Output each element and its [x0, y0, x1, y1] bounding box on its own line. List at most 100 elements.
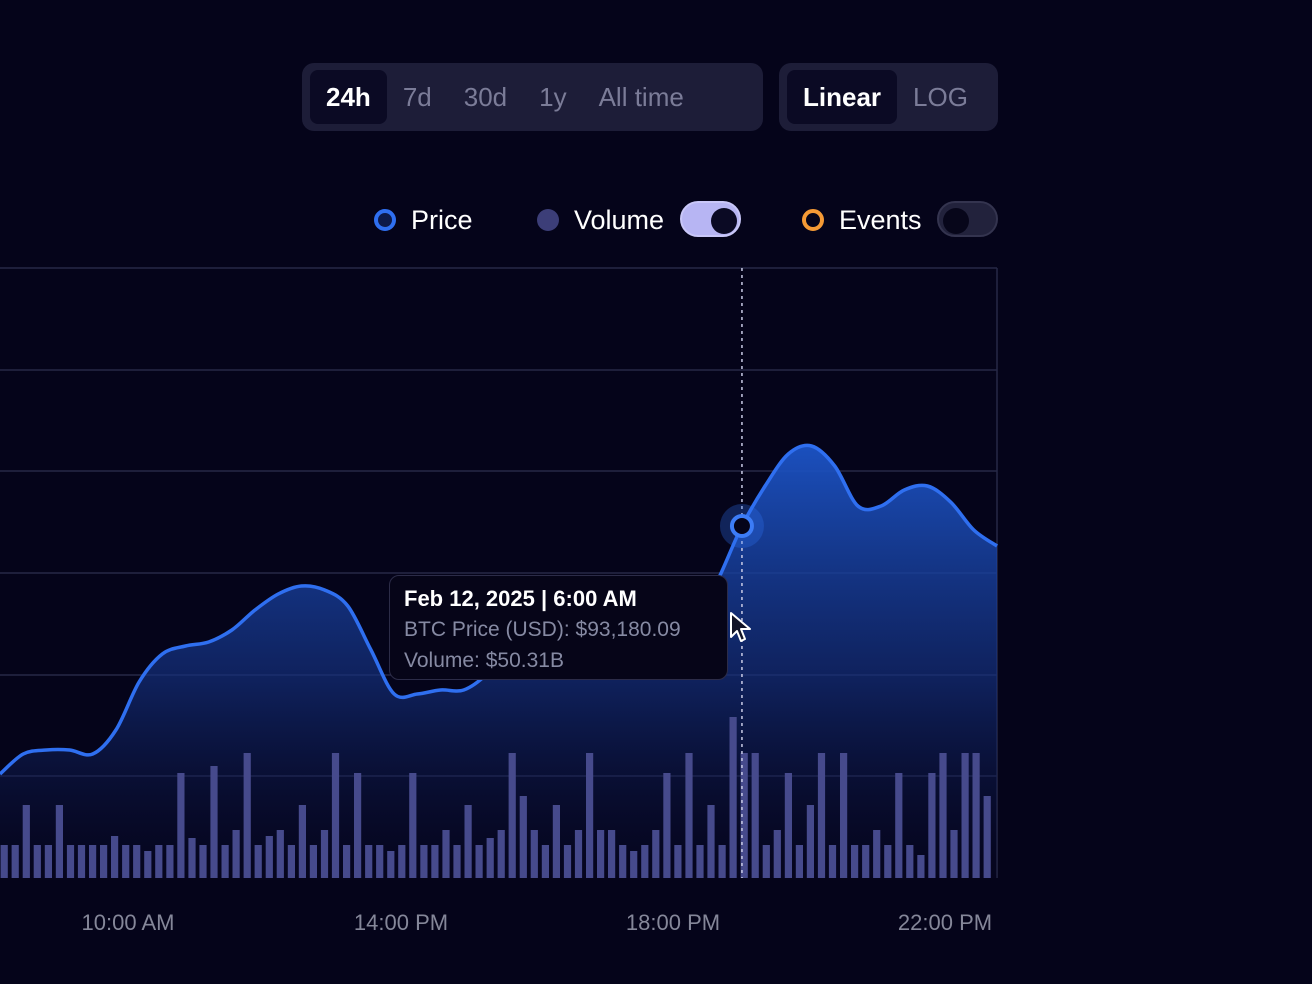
scale-option-log[interactable]: LOG [913, 81, 968, 112]
volume-bar [89, 845, 97, 878]
events-dot-icon [802, 209, 824, 231]
tooltip-price-row: BTC Price (USD): $93,180.09 [404, 614, 727, 645]
tooltip-volume-row: Volume: $50.31B [404, 645, 727, 676]
volume-bar [718, 845, 726, 878]
volume-bar [376, 845, 384, 878]
legend-events-label: Events [839, 204, 922, 235]
volume-bar [729, 717, 737, 878]
volume-bar [972, 753, 980, 878]
legend-item-volume[interactable]: Volume [537, 196, 664, 244]
volume-dot-icon [537, 209, 559, 231]
volume-bar [939, 753, 947, 878]
x-tick-label: 18:00 PM [625, 910, 721, 935]
volume-bar [420, 845, 428, 878]
x-tick-label: 22:00 PM [897, 910, 993, 935]
volume-bar [287, 845, 295, 878]
timeframe-option-1y[interactable]: 1y [539, 81, 567, 112]
volume-bar [917, 855, 925, 878]
volume-bar [0, 845, 8, 878]
volume-bar [475, 845, 483, 878]
volume-bar [641, 845, 649, 878]
volume-bar [762, 845, 770, 878]
volume-bar [851, 845, 859, 878]
scale-selector: Linear LOG [779, 63, 998, 131]
volume-bar [398, 845, 406, 878]
volume-bar [243, 753, 251, 878]
timeframe-option-24h[interactable]: 24h [310, 70, 387, 124]
volume-bar [828, 845, 837, 878]
volume-bar [795, 845, 803, 878]
volume-toggle[interactable] [680, 201, 741, 237]
volume-bar [155, 845, 163, 878]
timeframe-option-30d[interactable]: 30d [463, 81, 508, 112]
price-dot-icon [374, 209, 396, 231]
crosshair [719, 268, 764, 878]
volume-bar [597, 830, 605, 878]
volume-bar [574, 830, 583, 878]
volume-bar [873, 830, 881, 878]
volume-bar [122, 845, 130, 878]
volume-bar [387, 851, 395, 878]
volume-bar [453, 845, 461, 878]
volume-bar [784, 773, 792, 878]
volume-bar [11, 845, 19, 878]
volume-bar [265, 836, 273, 878]
volume-bar [685, 753, 693, 878]
volume-bar [563, 845, 572, 878]
timeframe-selector: 24h 7d 30d 1y All time [302, 63, 763, 131]
tooltip-time: 6:00 AM [553, 586, 637, 611]
volume-bar [409, 773, 417, 878]
volume-bar [486, 838, 494, 878]
volume-bar [331, 753, 340, 878]
volume-bar [276, 830, 284, 878]
tooltip-price-label: BTC Price (USD): [404, 618, 570, 641]
volume-bar [55, 805, 63, 878]
legend-item-events[interactable]: Events [802, 196, 922, 244]
volume-bar [254, 845, 262, 878]
volume-bar [144, 851, 152, 878]
volume-bar [309, 845, 317, 878]
volume-bar [773, 830, 781, 878]
volume-bar [652, 830, 660, 878]
volume-bar [817, 753, 826, 878]
tooltip-price-value: $93,180.09 [575, 618, 681, 641]
volume-bar [221, 845, 229, 878]
legend-volume-label: Volume [574, 204, 665, 235]
timeframe-option-all-time[interactable]: All time [598, 81, 684, 112]
tooltip-volume-value: $50.31B [485, 649, 564, 672]
volume-bar [961, 753, 969, 878]
scale-option-linear[interactable]: Linear [787, 70, 898, 124]
volume-bar [320, 830, 329, 878]
legend-item-price[interactable]: Price [374, 196, 473, 244]
volume-bar [166, 845, 174, 878]
volume-toggle-knob [711, 208, 737, 234]
volume-bar [906, 845, 914, 878]
x-tick-label: 14:00 PM [353, 910, 449, 935]
volume-bar [707, 805, 715, 878]
volume-bar [806, 805, 814, 878]
volume-bar [950, 830, 958, 878]
tooltip-volume-label: Volume: [404, 649, 480, 672]
legend-price-label: Price [411, 204, 473, 235]
events-toggle[interactable] [937, 201, 998, 237]
volume-bar [111, 836, 119, 878]
volume-bar [22, 805, 30, 878]
volume-bar [663, 773, 671, 878]
volume-bar [751, 753, 759, 878]
volume-bar [199, 845, 207, 878]
volume-bar [696, 845, 704, 878]
timeframe-option-7d[interactable]: 7d [402, 81, 432, 112]
volume-bar [519, 796, 527, 878]
volume-bar [630, 851, 638, 878]
volume-bar [188, 838, 196, 878]
volume-bar [508, 753, 516, 878]
tooltip-title: Feb 12, 2025 | 6:00 AM [404, 586, 637, 611]
volume-bar [530, 830, 538, 878]
volume-bar [552, 805, 560, 878]
volume-bar [33, 845, 41, 878]
events-toggle-knob [943, 208, 969, 234]
volume-bar [608, 830, 616, 878]
volume-bar [928, 773, 936, 878]
volume-bar [66, 845, 75, 878]
